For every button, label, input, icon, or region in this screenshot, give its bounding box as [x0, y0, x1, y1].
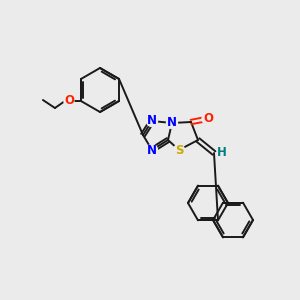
Circle shape — [64, 96, 74, 106]
Text: S: S — [175, 143, 183, 157]
Circle shape — [146, 116, 158, 127]
Circle shape — [146, 145, 158, 155]
Circle shape — [173, 145, 184, 155]
Text: N: N — [147, 143, 157, 157]
Text: O: O — [64, 94, 74, 107]
Text: O: O — [203, 112, 213, 125]
Text: N: N — [147, 115, 157, 128]
Text: N: N — [167, 116, 177, 130]
Circle shape — [167, 118, 178, 128]
Circle shape — [202, 114, 212, 124]
Text: H: H — [217, 146, 227, 160]
